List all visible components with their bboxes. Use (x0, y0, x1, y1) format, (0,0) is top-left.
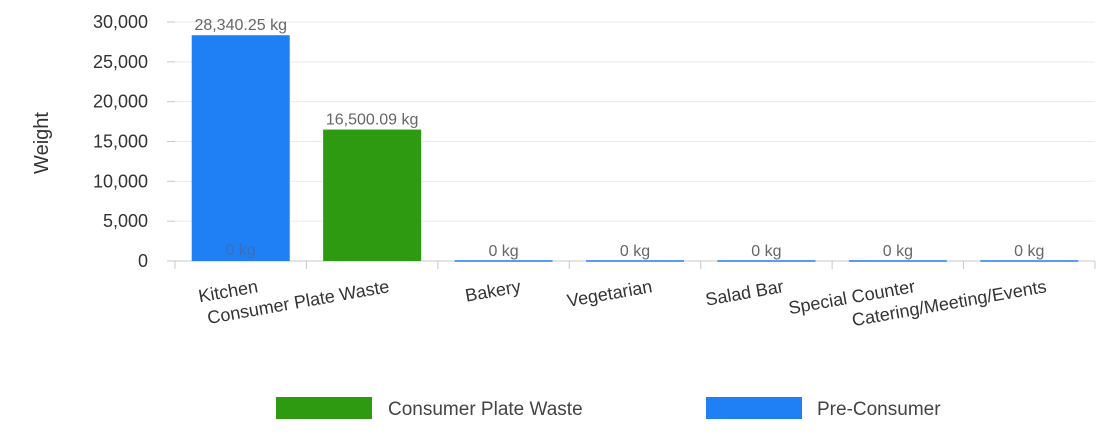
bar-zero (849, 260, 947, 262)
data-label: 0 kg (1014, 243, 1044, 260)
y-tick-label: 15,000 (93, 132, 148, 152)
y-tick-label: 0 (138, 251, 148, 271)
bar-zero (980, 260, 1078, 262)
data-label: 16,500.09 kg (326, 112, 419, 129)
data-label: 0 kg (751, 243, 781, 260)
data-label: 0 kg (883, 243, 913, 260)
bar-pre-consumer (192, 35, 290, 261)
bar-consumer-plate-waste (323, 130, 421, 261)
legend-label: Consumer Plate Waste (388, 399, 583, 420)
data-label: 28,340.25 kg (194, 17, 287, 34)
y-tick-label: 25,000 (93, 52, 148, 72)
x-tick-label: Vegetarian (565, 276, 653, 311)
legend-label: Pre-Consumer (817, 399, 941, 420)
legend-swatch (706, 397, 802, 419)
data-label: 0 kg (488, 243, 518, 260)
bar-zero (455, 260, 553, 262)
y-tick-label: 5,000 (103, 211, 148, 231)
x-tick-label: Bakery (464, 276, 523, 305)
data-label: 0 kg (620, 243, 650, 260)
legend-swatch (276, 397, 372, 419)
bar-zero (717, 260, 815, 262)
y-axis-label: Weight (31, 112, 53, 174)
y-tick-label: 30,000 (93, 12, 148, 32)
y-tick-label: 10,000 (93, 171, 148, 191)
x-tick-label: Salad Bar (704, 276, 785, 309)
data-label: 0 kg (226, 242, 256, 259)
y-tick-label: 20,000 (93, 92, 148, 112)
bar-zero (586, 260, 684, 262)
